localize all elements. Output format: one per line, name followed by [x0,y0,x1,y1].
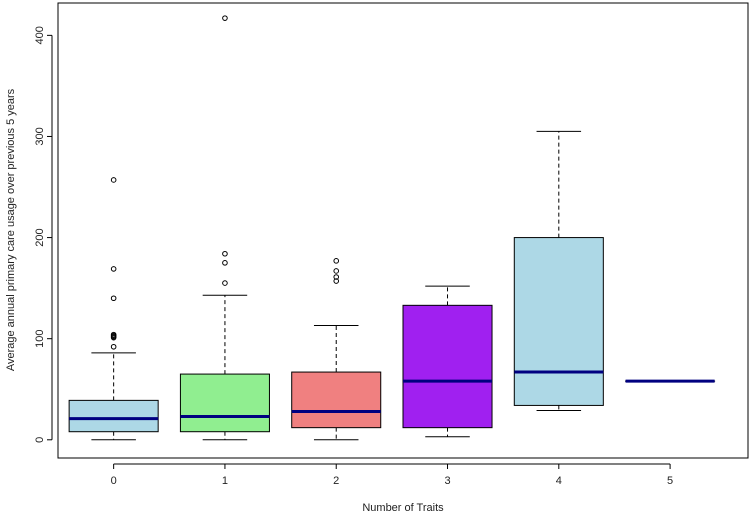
outlier-point [222,250,228,257]
x-axis: 0 1 2 3 4 5 [111,463,673,487]
outlier-point [110,343,117,350]
x-tick-label: 2 [333,475,339,487]
outlier-point [333,278,340,284]
y-tick-label: 400 [34,26,46,44]
x-tick-label: 5 [667,475,673,487]
outlier-point [110,331,117,338]
box-group-2 [291,258,382,441]
x-tick-label: 0 [111,475,117,487]
plot-frame [57,2,749,459]
x-tick-label: 3 [444,475,450,487]
y-tick-label: 100 [34,330,46,348]
outlier-point [222,15,228,21]
box [68,399,159,433]
box-group-1 [179,15,270,441]
box-group-0 [68,177,159,441]
y-tick-label: 300 [34,127,46,145]
box [513,237,604,406]
x-tick-label: 4 [556,475,562,487]
outlier-point [110,295,117,302]
box [402,304,493,429]
box [179,373,270,433]
x-axis-title: Number of Traits [362,502,444,514]
outlier-point [222,280,228,286]
box [291,371,382,429]
y-tick-label: 0 [34,437,46,443]
boxes [68,15,716,441]
y-tick-label: 200 [34,228,46,246]
outlier-point [222,260,228,266]
box-group-3 [402,285,493,438]
y-axis-title: Average annual primary care usage over p… [5,88,17,371]
outlier-point [333,274,340,280]
y-axis: 0 100 200 300 400 [34,26,53,443]
x-tick-label: 1 [222,475,228,487]
outlier-point [333,258,340,264]
outlier-point [110,177,117,183]
box-group-4 [513,130,604,411]
outlier-point [110,266,117,272]
outlier-point [333,268,340,274]
